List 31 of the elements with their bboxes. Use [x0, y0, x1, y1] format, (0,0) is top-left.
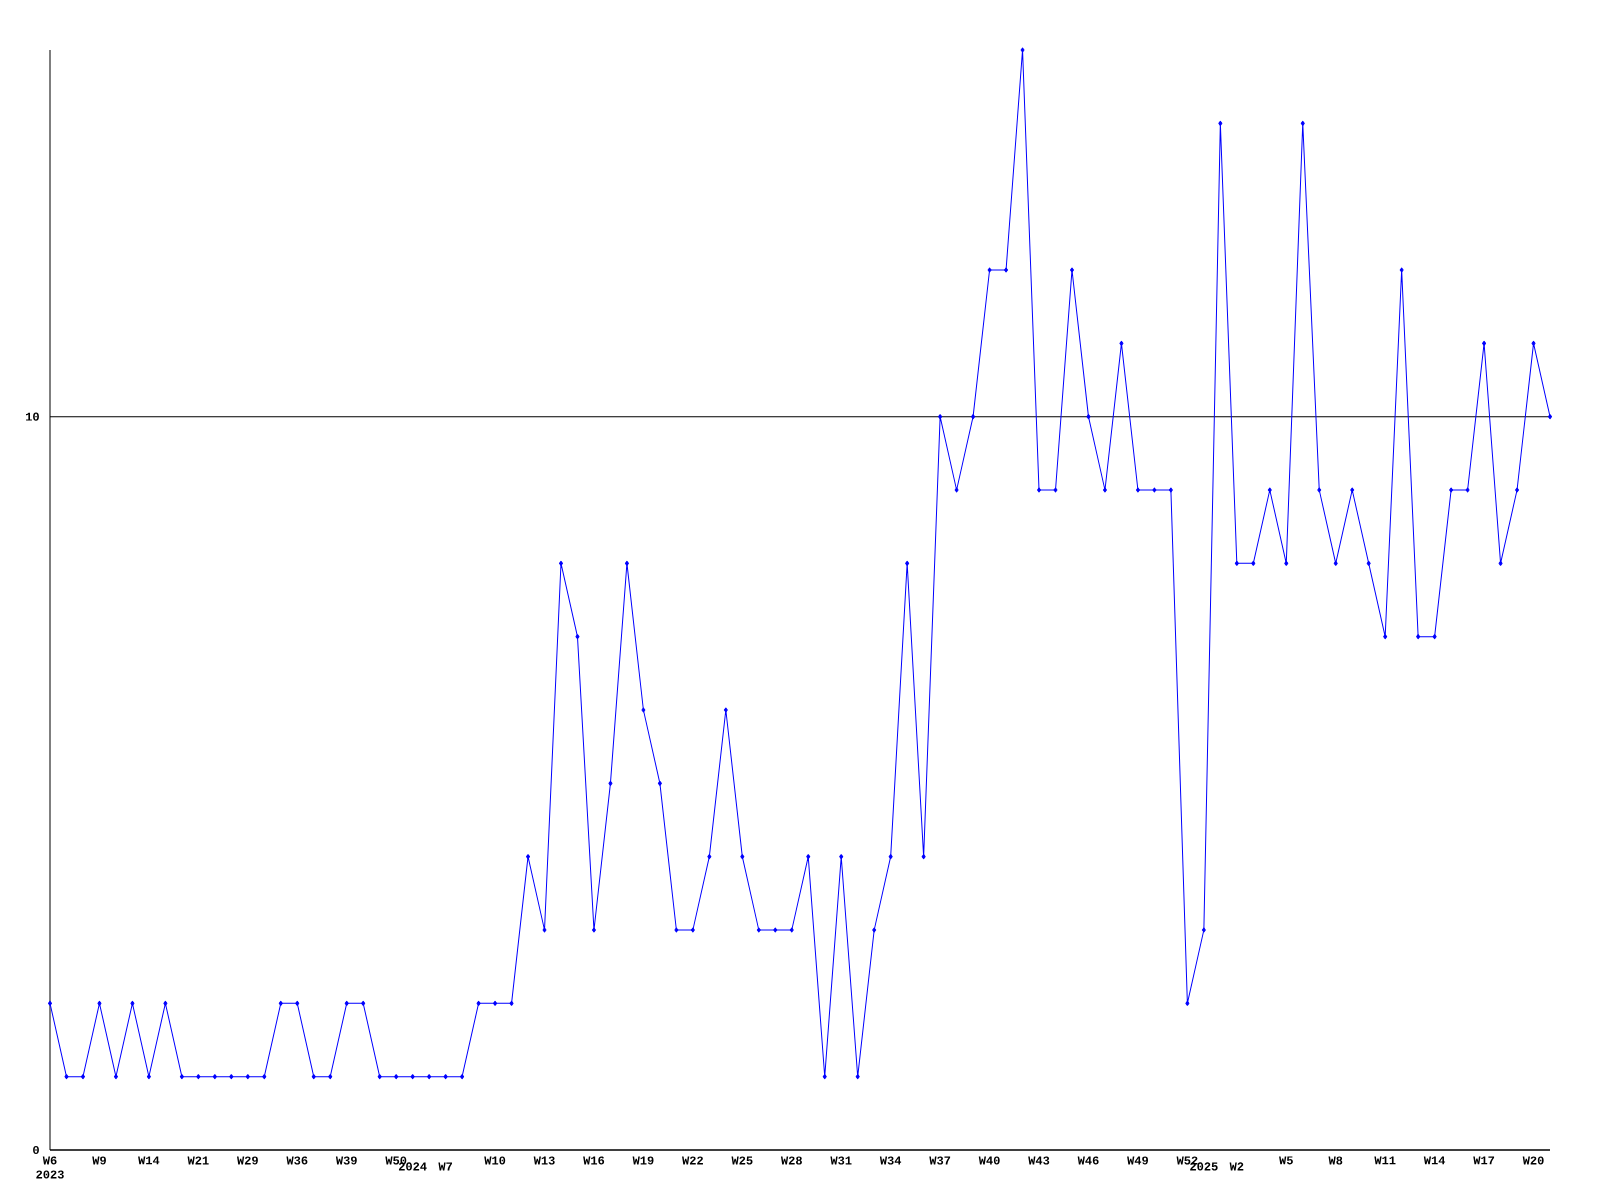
x-tick-label: W46	[1077, 1156, 1099, 1165]
x-tick-label: W21	[187, 1156, 209, 1165]
x-tick-label: W5	[1279, 1156, 1293, 1165]
x-tick-label: W17	[1473, 1156, 1495, 1165]
x-tick-label: W37	[929, 1156, 951, 1165]
x-tick-label: W20	[1522, 1156, 1544, 1165]
x-tick-label: W22	[682, 1156, 703, 1165]
x-tick-label: W43	[1028, 1156, 1050, 1165]
x-tick-label: W8	[1328, 1156, 1343, 1165]
x-tick-label: W39	[335, 1156, 357, 1165]
x-tick-label: W28	[780, 1156, 802, 1165]
x-tick-label: W13	[533, 1156, 555, 1165]
x-tick-label: W7	[438, 1162, 453, 1171]
x-tick-label: W19	[632, 1156, 654, 1165]
y-tick-label: 10	[26, 412, 39, 421]
x-tick-label: W11	[1374, 1156, 1396, 1165]
x-tick-label: W34	[879, 1156, 902, 1165]
x-tick-label: W29	[237, 1156, 258, 1165]
x-tick-label: W14	[1423, 1156, 1446, 1165]
x-tick-label: W10	[484, 1156, 506, 1165]
x-tick-label: W16	[583, 1156, 605, 1165]
x-tick-label: W25	[731, 1156, 753, 1165]
x-tick-label: W49	[1127, 1156, 1149, 1165]
x-tick-label: W14	[138, 1156, 160, 1165]
x-tick-label: W2	[1229, 1162, 1244, 1171]
x-tick-label: W6 2023	[36, 1156, 64, 1179]
x-tick-label: W36	[286, 1156, 308, 1165]
y-tick-label: 0	[33, 1145, 39, 1155]
x-tick-label: W40	[978, 1156, 1000, 1165]
x-tick-label: W31	[830, 1156, 852, 1165]
x-tick-label: W9	[92, 1156, 106, 1165]
